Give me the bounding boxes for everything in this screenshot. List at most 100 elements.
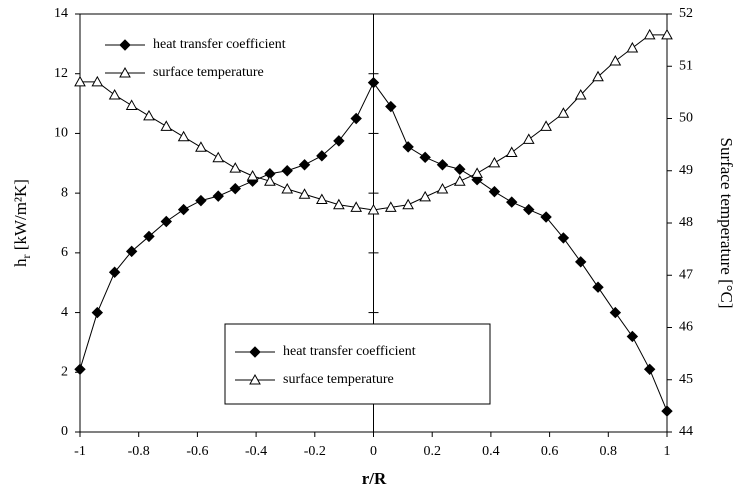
diamond-marker (540, 211, 552, 223)
triangle-marker (592, 70, 604, 82)
triangle-marker (177, 130, 190, 142)
y-tick-label: 2 (61, 365, 68, 380)
diamond-marker (609, 306, 622, 319)
x-tick-label: -0.8 (128, 444, 150, 459)
y-title-sub: r (19, 254, 33, 258)
y2-tick-label: 46 (679, 320, 693, 335)
y-tick-label: 12 (54, 66, 68, 81)
y-tick-label: 6 (61, 245, 68, 260)
legend-label: surface temperature (283, 372, 394, 387)
triangle-marker (74, 75, 86, 87)
triangle-marker (522, 133, 535, 144)
diamond-marker (281, 165, 293, 177)
triangle-marker (488, 156, 501, 168)
triangle-marker (281, 183, 294, 194)
diamond-marker (74, 363, 86, 376)
triangle-marker (350, 201, 363, 212)
diamond-marker (661, 405, 673, 417)
y-tick-label: 10 (54, 126, 68, 141)
legend-label: heat transfer coefficient (283, 344, 416, 359)
diamond-marker (575, 256, 587, 268)
diamond-marker (195, 194, 207, 207)
diamond-marker (385, 100, 397, 113)
diamond-marker (454, 163, 466, 175)
diamond-marker (626, 330, 639, 343)
x-tick-label: 0.6 (541, 444, 559, 459)
triangle-marker (626, 41, 639, 53)
diamond-marker (333, 135, 345, 147)
y2-tick-label: 52 (679, 6, 693, 21)
y2-tick-label: 51 (679, 58, 693, 73)
legend-box (224, 323, 491, 405)
y-tick-label: 4 (61, 305, 68, 320)
triangle-marker (229, 162, 242, 173)
x-tick-label: 0 (370, 444, 377, 459)
diamond-marker (160, 215, 172, 228)
triangle-marker (143, 109, 155, 121)
y-tick-label: 0 (61, 424, 68, 439)
diamond-marker (506, 196, 518, 208)
y-title-main: h (11, 258, 30, 267)
diamond-marker (125, 245, 138, 258)
triangle-marker (419, 190, 432, 202)
y2-tick-label: 48 (679, 215, 693, 230)
triangle-marker (453, 175, 466, 186)
y2-tick-label: 44 (679, 424, 693, 439)
diamond-marker (316, 150, 328, 162)
diamond-marker (91, 306, 104, 319)
triangle-marker (574, 88, 587, 100)
diamond-marker (419, 151, 431, 164)
x-tick-label: 0.4 (482, 444, 500, 459)
legend-label: surface temperature (153, 65, 264, 80)
legend-marker (119, 66, 131, 78)
triangle-marker (108, 88, 121, 100)
y-axis-title: hr [kW/m²K] (11, 179, 33, 267)
y2-tick-label: 49 (679, 163, 693, 178)
x-tick-label: -1 (74, 444, 86, 459)
legend-marker (119, 39, 131, 51)
y-tick-label: 14 (54, 6, 68, 21)
triangle-marker (333, 198, 345, 210)
diamond-marker (523, 203, 535, 216)
triangle-marker (160, 120, 173, 131)
y2-tick-label: 47 (679, 267, 693, 282)
diamond-marker (229, 182, 241, 195)
x-tick-label: 0.2 (423, 444, 441, 459)
x-tick-label: -0.4 (245, 444, 267, 459)
triangle-marker (505, 146, 518, 157)
diamond-marker (350, 112, 362, 125)
x-tick-label: -0.6 (186, 444, 208, 459)
triangle-marker (384, 201, 397, 212)
y2-tick-label: 45 (679, 372, 693, 387)
triangle-marker (436, 183, 449, 194)
diamond-marker (177, 203, 190, 216)
triangle-marker (195, 141, 207, 152)
x-tick-label: -0.2 (304, 444, 326, 459)
legend-marker (249, 373, 261, 385)
triangle-marker (125, 99, 138, 110)
triangle-marker (643, 28, 656, 40)
triangle-marker (402, 198, 414, 210)
y-title-rest: [kW/m²K] (11, 179, 30, 254)
diamond-marker (143, 230, 155, 243)
diamond-marker (436, 159, 449, 171)
x-axis-title: r/R (362, 469, 387, 488)
y2-tick-label: 50 (679, 111, 693, 126)
y-tick-label: 8 (61, 185, 68, 200)
diamond-marker (298, 159, 311, 171)
triangle-marker (557, 107, 570, 118)
diamond-marker (557, 232, 570, 244)
x-tick-label: 1 (664, 444, 671, 459)
diamond-marker (488, 185, 501, 198)
x-tick-label: 0.8 (600, 444, 618, 459)
triangle-marker (212, 151, 225, 163)
triangle-marker (298, 188, 311, 199)
triangle-marker (540, 120, 552, 131)
triangle-marker (315, 193, 328, 204)
diamond-marker (643, 363, 656, 376)
diamond-marker (402, 141, 414, 153)
triangle-marker (246, 169, 259, 181)
triangle-marker (264, 175, 276, 186)
legend-marker (249, 346, 261, 358)
y2-axis-title: Surface temperature [°C] (717, 137, 736, 308)
